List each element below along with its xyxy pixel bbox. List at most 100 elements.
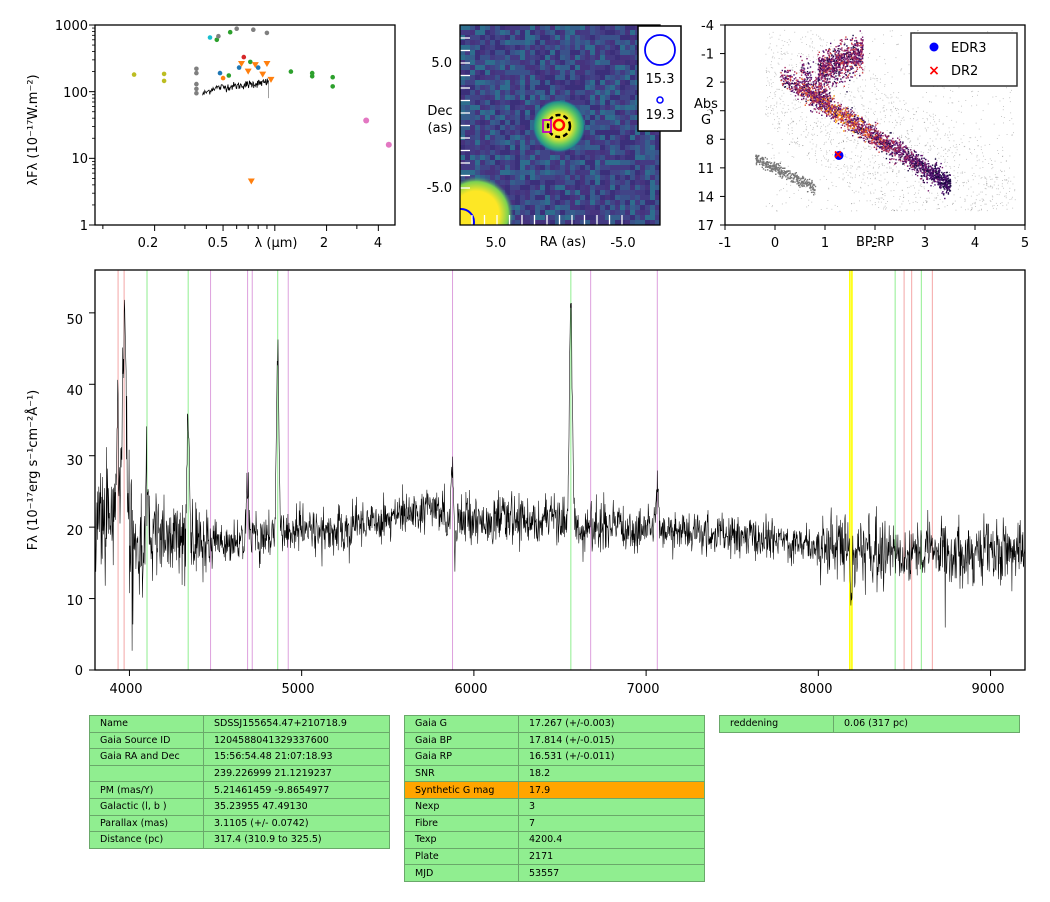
hr-star	[834, 106, 836, 108]
image-pixel	[605, 180, 610, 185]
hr-star	[914, 161, 917, 163]
hr-star	[806, 154, 808, 156]
hr-star	[846, 108, 848, 110]
image-pixel	[610, 70, 615, 75]
hr-star	[780, 166, 782, 168]
hr-star	[954, 160, 956, 162]
hr-star	[907, 150, 910, 153]
hr-star	[892, 137, 894, 140]
hr-star	[876, 120, 878, 121]
sed-ytick-1000: 1000	[55, 19, 88, 34]
hr-star	[880, 174, 882, 176]
hr-star	[786, 71, 788, 74]
image-pixel	[600, 215, 605, 220]
hr-star	[872, 141, 874, 144]
hr-star	[806, 186, 808, 188]
image-pixel	[555, 155, 560, 160]
hr-star	[857, 42, 859, 44]
hr-star	[896, 121, 898, 123]
hr-star	[781, 89, 783, 91]
image-pixel	[485, 85, 490, 90]
hr-star	[822, 70, 824, 72]
neighbour-star	[460, 176, 514, 225]
image-pixel	[460, 100, 465, 105]
hr-star	[876, 78, 878, 79]
hr-star	[814, 71, 816, 73]
hr-star	[881, 197, 883, 199]
hr-star	[952, 133, 954, 135]
hr-star	[866, 166, 868, 168]
image-pixel	[500, 130, 505, 135]
hr-star	[812, 134, 814, 136]
hr-star	[766, 109, 768, 110]
image-pixel	[565, 75, 570, 80]
hr-star	[942, 186, 945, 188]
hr-star	[927, 142, 929, 144]
hr-star	[782, 76, 784, 78]
hr-star	[947, 174, 949, 176]
image-pixel	[515, 100, 520, 105]
image-pixel	[550, 35, 555, 40]
image-pixel	[505, 75, 510, 80]
image-pixel	[485, 115, 490, 120]
image-pixel	[460, 130, 465, 135]
hr-star	[790, 58, 792, 60]
image-pixel	[500, 60, 505, 65]
hr-star	[872, 40, 874, 42]
hr-star	[779, 123, 781, 124]
hr-star	[791, 181, 794, 183]
image-pixel	[650, 185, 655, 190]
image-pixel	[470, 140, 475, 145]
hr-star	[801, 66, 802, 68]
image-pixel	[515, 95, 520, 100]
hr-star	[1004, 195, 1006, 197]
image-pixel	[480, 50, 485, 55]
image-pixel	[620, 165, 625, 170]
hr-star	[1002, 180, 1003, 181]
hr-star	[884, 205, 886, 207]
hr-star	[858, 120, 860, 122]
image-pixel	[505, 50, 510, 55]
hr-star	[874, 204, 876, 206]
image-pixel	[495, 160, 500, 165]
image-pixel	[600, 40, 605, 45]
hr-star	[976, 194, 978, 196]
hr-star	[903, 116, 905, 118]
image-pixel	[630, 70, 635, 75]
hr-star	[841, 69, 843, 71]
image-pixel	[565, 195, 570, 200]
hr-star	[828, 166, 829, 168]
image-pixel	[490, 55, 495, 60]
image-pixel	[565, 190, 570, 195]
sed-point	[234, 26, 239, 32]
image-pixel	[625, 45, 630, 50]
hr-star	[842, 113, 844, 115]
hr-star	[995, 177, 997, 178]
hr-star	[768, 167, 771, 169]
hr-star	[877, 155, 879, 156]
image-pixel	[535, 45, 540, 50]
hr-star	[892, 170, 894, 172]
hr-star	[789, 197, 791, 198]
hr-star	[825, 135, 827, 136]
hr-star	[904, 165, 906, 166]
hr-star	[839, 63, 842, 66]
image-pixel	[500, 65, 505, 70]
hr-star	[880, 201, 882, 203]
hr-star	[860, 120, 862, 123]
hr-star	[897, 43, 899, 45]
image-pixel	[545, 60, 550, 65]
hr-star	[995, 176, 997, 178]
image-pixel	[525, 40, 530, 45]
image-pixel	[500, 50, 505, 55]
hr-star	[883, 106, 885, 108]
hr-star	[828, 113, 830, 115]
hr-star	[1003, 187, 1004, 189]
hr-star	[840, 102, 842, 104]
image-pixel	[530, 220, 535, 225]
hr-star	[786, 190, 788, 192]
hr-star	[874, 86, 876, 87]
hr-star	[832, 48, 834, 50]
hr-star	[898, 156, 900, 158]
hr-star	[865, 141, 867, 142]
